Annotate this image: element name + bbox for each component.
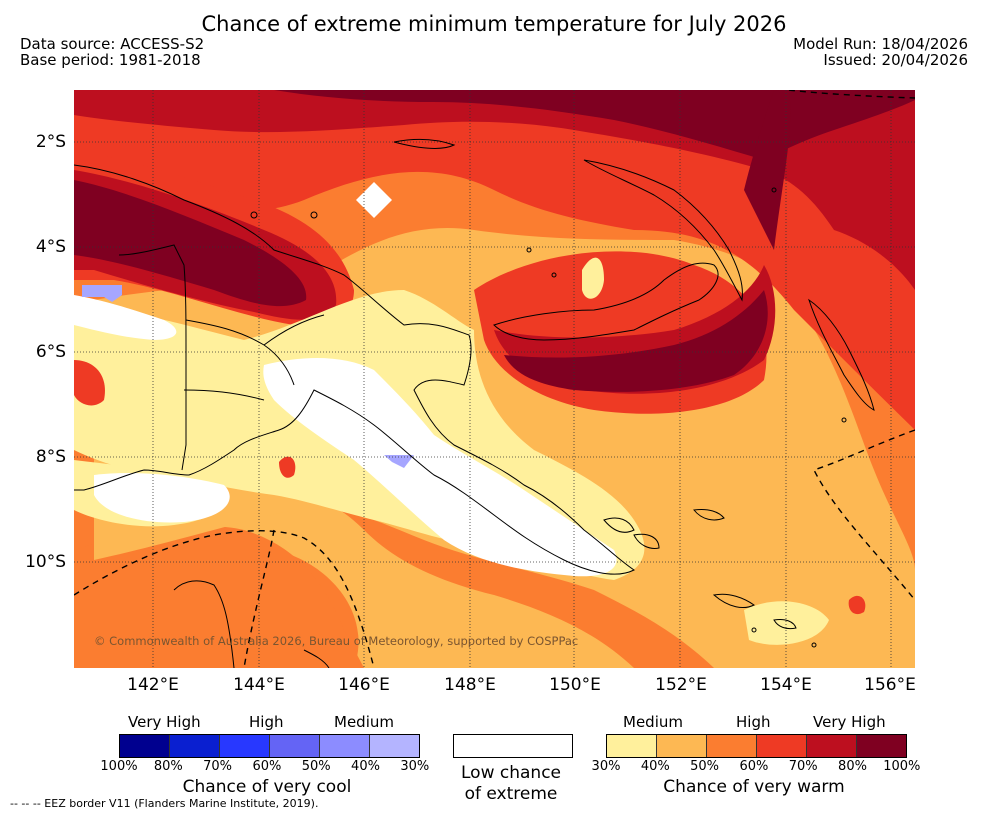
low-chance-west (74, 295, 177, 340)
lat-label-8s: 8°S (35, 447, 66, 467)
warm-tick-label: 60% (739, 759, 769, 774)
warm-80-west (74, 180, 307, 307)
warm-tick-label: 30% (591, 759, 621, 774)
model-run: Model Run: 18/04/2026 (793, 35, 968, 53)
meta-left: Data source: ACCESS-S2 Base period: 1981… (20, 36, 204, 68)
low-chance-line2: of extreme (464, 784, 558, 804)
cool-tick-label: 30% (400, 759, 430, 774)
low-chance-line1: Low chance (461, 763, 561, 783)
warm-swatch (857, 735, 906, 757)
cool-tick-label: 60% (252, 759, 282, 774)
warm-swatch (757, 735, 807, 757)
lat-label-2s: 2°S (35, 132, 66, 152)
hotspot-gulf (279, 456, 296, 478)
warm-header-medium: Medium (623, 713, 683, 731)
warm-50-south (74, 526, 364, 668)
warm-tick-label: 70% (788, 759, 818, 774)
map-title: Chance of extreme minimum temperature fo… (201, 12, 787, 36)
lat-label-10s: 10°S (25, 552, 66, 572)
warm-30-se (744, 601, 829, 645)
lat-label-6s: 6°S (35, 342, 66, 362)
hotspot-se (848, 595, 866, 615)
warm-80-north (274, 90, 915, 160)
low-chance-sw (94, 473, 230, 523)
meta-right: Model Run: 18/04/2026 Issued: 20/04/2026 (793, 36, 968, 68)
cool-label: Chance of very cool (182, 777, 352, 797)
eez-footnote: -- -- -- EEZ border V11 (Flanders Marine… (10, 797, 319, 810)
coastlines (74, 138, 875, 668)
low-chance-diamond (356, 182, 392, 218)
cool-tick-label: 80% (153, 759, 183, 774)
warm-tick-label: 100% (883, 759, 921, 774)
eez-border (74, 90, 915, 668)
data-source: Data source: ACCESS-S2 (20, 35, 205, 53)
cool-swatch (370, 735, 419, 757)
warm-color-scale (606, 734, 907, 758)
low-chance-region (263, 358, 617, 577)
warm-swatch (607, 735, 657, 757)
lon-label-154e: 154°E (760, 675, 812, 695)
cool-swatch (170, 735, 220, 757)
cool-header-high: High (249, 713, 284, 731)
cool-tick-label: 50% (301, 759, 331, 774)
warm-tick-label: 40% (640, 759, 670, 774)
cool-patch-nw (82, 285, 122, 302)
warm-80-east (744, 90, 791, 250)
warm-swatch (707, 735, 757, 757)
issued-date: Issued: 20/04/2026 (823, 51, 968, 69)
warm-60-north (74, 90, 915, 430)
low-chance-swatch (453, 734, 573, 758)
lon-label-146e: 146°E (338, 675, 390, 695)
lat-label-4s: 4°S (35, 237, 66, 257)
cool-color-scale (119, 734, 420, 758)
warm-tick-label: 80% (838, 759, 867, 774)
warm-tick-label: 50% (690, 759, 720, 774)
cool-swatch (220, 735, 270, 757)
hotspot-west (74, 360, 105, 406)
cool-tick-label: 40% (351, 759, 380, 774)
warm-header-very-high: Very High (813, 713, 886, 731)
lon-label-152e: 152°E (655, 675, 707, 695)
map-area[interactable]: © Commonwealth of Australia 2026, Bureau… (74, 90, 915, 668)
base-period: Base period: 1981-2018 (20, 51, 201, 69)
cool-tick-label: 100% (100, 759, 138, 774)
lon-label-148e: 148°E (444, 675, 496, 695)
lon-label-156e: 156°E (864, 675, 916, 695)
warm-swatch (657, 735, 707, 757)
cool-swatch (320, 735, 370, 757)
warm-swatch (807, 735, 857, 757)
lon-label-144e: 144°E (233, 675, 285, 695)
cool-tick-label: 70% (203, 759, 233, 774)
cool-header-very-high: Very High (128, 713, 201, 731)
graticule (74, 90, 915, 668)
warm-80-east-core (504, 290, 768, 392)
copyright-notice: © Commonwealth of Australia 2026, Bureau… (94, 634, 578, 648)
map-svg: © Commonwealth of Australia 2026, Bureau… (74, 90, 915, 668)
warm-header-high: High (736, 713, 771, 731)
cool-header-medium: Medium (334, 713, 394, 731)
cool-swatch (120, 735, 170, 757)
warm-label: Chance of very warm (663, 777, 845, 797)
warm-30-east-islet (582, 257, 604, 299)
lon-label-142e: 142°E (127, 675, 179, 695)
cool-swatch (270, 735, 320, 757)
lon-label-150e: 150°E (549, 675, 601, 695)
cool-patch-central (384, 455, 414, 468)
